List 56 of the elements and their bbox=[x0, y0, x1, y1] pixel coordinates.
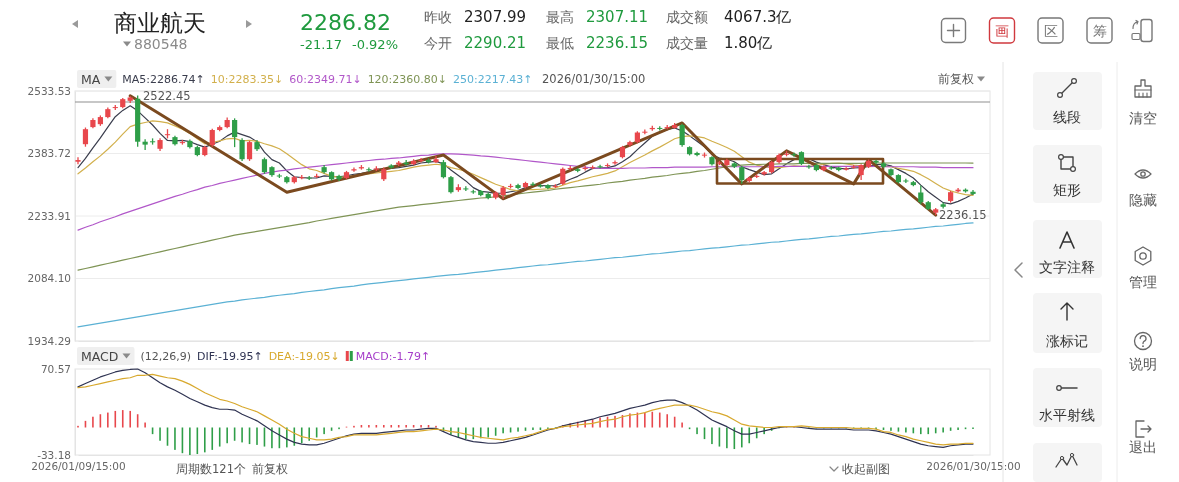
y-tick-label: 2233.91 bbox=[27, 209, 71, 222]
y-tick-label: 1934.29 bbox=[27, 334, 71, 347]
text: (12,26,9) bbox=[140, 349, 192, 363]
text: 矩形 bbox=[1053, 182, 1081, 198]
text: 成交量 bbox=[666, 35, 708, 51]
text: 周期数121个 bbox=[176, 462, 246, 476]
annotation: 2236.15 bbox=[939, 208, 987, 222]
text: 收起副图 bbox=[842, 462, 890, 476]
text: 说明 bbox=[1129, 356, 1157, 372]
text: 2307.11 bbox=[586, 8, 649, 26]
text: 管理 bbox=[1129, 274, 1157, 290]
text: 250:2217.43↑ bbox=[453, 72, 533, 86]
text: 筹 bbox=[1092, 22, 1107, 39]
text: 880548 bbox=[134, 36, 188, 52]
text: 120:2360.80↓ bbox=[367, 72, 448, 86]
text: 2290.21 bbox=[464, 34, 527, 52]
text: 2236.15 bbox=[586, 34, 649, 52]
text: 水平射线 bbox=[1039, 407, 1095, 423]
text: 线段 bbox=[1053, 109, 1081, 125]
text: DEA:-19.05↓ bbox=[268, 349, 340, 363]
text: -21.17 bbox=[300, 36, 342, 52]
text: 前复权 bbox=[938, 72, 974, 86]
text: 画 bbox=[995, 22, 1009, 39]
text: 商业航天 bbox=[114, 10, 206, 36]
y-tick-label: 2084.10 bbox=[27, 272, 71, 285]
text: -0.92% bbox=[352, 36, 398, 52]
text: 今开 bbox=[424, 35, 452, 51]
text: 隐藏 bbox=[1129, 192, 1157, 208]
text: 退出 bbox=[1129, 439, 1157, 455]
x-tick-label: 2026/01/09/15:00 bbox=[31, 460, 126, 473]
text: 1.80亿 bbox=[724, 34, 773, 52]
text: 成交额 bbox=[666, 9, 708, 25]
text: 昨收 bbox=[424, 9, 452, 25]
text: 涨标记 bbox=[1046, 333, 1088, 349]
text: 10:2283.35↓ bbox=[210, 72, 284, 86]
text: DIF:-19.95↑ bbox=[197, 349, 263, 363]
legend-title: MA bbox=[81, 71, 101, 87]
text: 区 bbox=[1043, 22, 1058, 39]
text: 文字注释 bbox=[1039, 259, 1095, 275]
y-tick-label: -33.18 bbox=[37, 448, 71, 461]
text: 60:2349.71↓ bbox=[289, 72, 362, 86]
text: 最低 bbox=[546, 35, 574, 51]
series-label: MA5:2286.74↑ bbox=[122, 72, 205, 86]
legend-label: MACD:-1.79↑ bbox=[355, 349, 431, 363]
y-tick-label: 2533.53 bbox=[27, 84, 71, 97]
text: 2286.82 bbox=[300, 9, 391, 35]
text: 2307.99 bbox=[464, 8, 527, 26]
text: 清空 bbox=[1129, 110, 1157, 126]
y-tick-label: 70.57 bbox=[40, 362, 71, 375]
annotation: 2522.45 bbox=[143, 89, 191, 103]
text: 2026/01/30/15:00 bbox=[542, 72, 646, 86]
text: 最高 bbox=[546, 9, 574, 25]
y-tick-label: 2383.72 bbox=[27, 147, 71, 160]
text: 4067.3亿 bbox=[724, 8, 792, 26]
text: 前复权 bbox=[252, 462, 288, 476]
legend-title: MACD bbox=[81, 348, 119, 364]
